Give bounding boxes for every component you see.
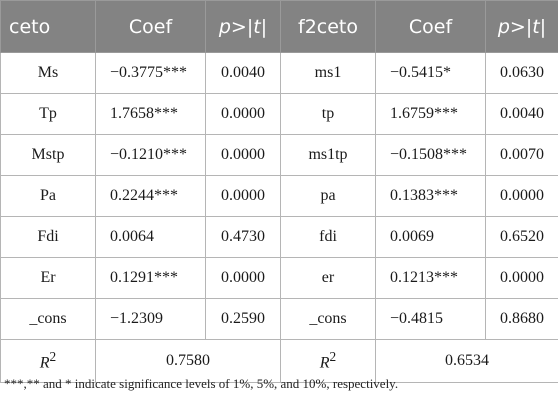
coef-right: 0.0069	[375, 216, 486, 258]
var-name-right: pa	[280, 175, 376, 217]
table-row: Er 0.1291*** 0.0000 er 0.1213*** 0.0000	[0, 257, 558, 299]
header-row: ceto Coef p>|t| f2ceto Coef p>|t|	[0, 0, 558, 53]
var-name-left: Tp	[0, 93, 96, 135]
coef-right: −0.4815	[375, 298, 486, 340]
pvalue-left: 0.2590	[205, 298, 281, 340]
pvalue-right: 0.0000	[485, 175, 558, 217]
pvalue-left: 0.0000	[205, 134, 281, 176]
table-row: Pa 0.2244*** 0.0000 pa 0.1383*** 0.0000	[0, 175, 558, 217]
coef-left: −0.1210***	[95, 134, 206, 176]
var-name-left: Pa	[0, 175, 96, 217]
header-coef-right: Coef	[375, 0, 486, 53]
header-pvalue-right: p>|t|	[485, 0, 558, 53]
r-squared-label-left: R2	[0, 339, 96, 383]
header-ceto: ceto	[0, 0, 96, 53]
var-name-left: Er	[0, 257, 96, 299]
table-row: _cons −1.2309 0.2590 _cons −0.4815 0.868…	[0, 298, 558, 340]
pvalue-left: 0.4730	[205, 216, 281, 258]
r-squared-value-left: 0.7580	[95, 339, 281, 383]
var-name-right: tp	[280, 93, 376, 135]
table-row: Fdi 0.0064 0.4730 fdi 0.0069 0.6520	[0, 216, 558, 258]
pvalue-left: 0.0040	[205, 52, 281, 94]
r-sup-left: 2	[49, 349, 57, 365]
var-name-right: ms1tp	[280, 134, 376, 176]
var-name-right: fdi	[280, 216, 376, 258]
pvalue-left: 0.0000	[205, 93, 281, 135]
header-coef-left: Coef	[95, 0, 206, 53]
coef-right: 1.6759***	[375, 93, 486, 135]
var-name-right: er	[280, 257, 376, 299]
var-name-left: _cons	[0, 298, 96, 340]
coef-left: 1.7658***	[95, 93, 206, 135]
coef-left: 0.1291***	[95, 257, 206, 299]
var-name-left: Fdi	[0, 216, 96, 258]
r-label-right: R	[319, 354, 330, 372]
header-f2ceto: f2ceto	[280, 0, 376, 53]
coef-right: 0.1383***	[375, 175, 486, 217]
r-squared-value-right: 0.6534	[375, 339, 558, 383]
header-pvalue-left: p>|t|	[205, 0, 281, 53]
pvalue-right: 0.0630	[485, 52, 558, 94]
header-pvalue-left-text: p>|t|	[218, 15, 268, 38]
r-squared-label-right: R2	[280, 339, 376, 383]
coef-left: −1.2309	[95, 298, 206, 340]
coef-left: 0.2244***	[95, 175, 206, 217]
pvalue-left: 0.0000	[205, 175, 281, 217]
pvalue-right: 0.0000	[485, 257, 558, 299]
pvalue-right: 0.0070	[485, 134, 558, 176]
regression-table: ceto Coef p>|t| f2ceto Coef p>|t| Ms −0.…	[0, 0, 558, 383]
pvalue-left: 0.0000	[205, 257, 281, 299]
header-pvalue-right-text: p>|t|	[497, 15, 547, 38]
pvalue-right: 0.6520	[485, 216, 558, 258]
coef-right: −0.5415*	[375, 52, 486, 94]
r-label-left: R	[39, 354, 50, 372]
var-name-right: _cons	[280, 298, 376, 340]
coef-right: 0.1213***	[375, 257, 486, 299]
var-name-right: ms1	[280, 52, 376, 94]
table-row: Ms −0.3775*** 0.0040 ms1 −0.5415* 0.0630	[0, 52, 558, 94]
var-name-left: Ms	[0, 52, 96, 94]
pvalue-right: 0.0040	[485, 93, 558, 135]
table-footnote: ***,** and * indicate significance level…	[4, 376, 399, 391]
coef-left: −0.3775***	[95, 52, 206, 94]
r-sup-right: 2	[329, 349, 337, 365]
r-squared-row: R2 0.7580 R2 0.6534	[0, 339, 558, 383]
pvalue-right: 0.8680	[485, 298, 558, 340]
table-row: Tp 1.7658*** 0.0000 tp 1.6759*** 0.0040	[0, 93, 558, 135]
table-row: Mstp −0.1210*** 0.0000 ms1tp −0.1508*** …	[0, 134, 558, 176]
var-name-left: Mstp	[0, 134, 96, 176]
coef-left: 0.0064	[95, 216, 206, 258]
coef-right: −0.1508***	[375, 134, 486, 176]
